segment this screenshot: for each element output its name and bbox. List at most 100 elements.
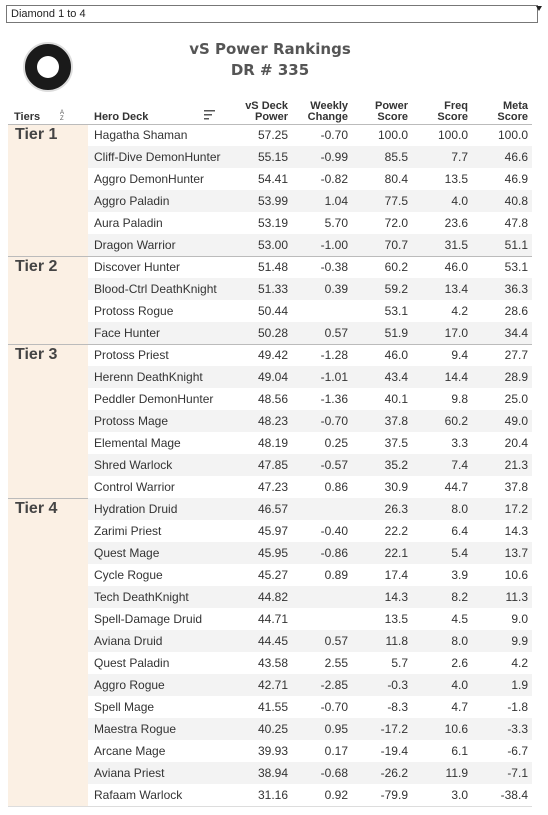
score-cell: -0.70 (320, 128, 348, 142)
score-cell: 37.8 (384, 414, 408, 428)
score-cell: -1.36 (320, 392, 348, 406)
score-cell: 100.0 (497, 128, 528, 142)
column-header[interactable]: vS Deck (245, 100, 288, 112)
hero-deck: Maestra Rogue (94, 722, 177, 736)
score-cell: 44.82 (257, 590, 288, 604)
row-stripe (88, 146, 532, 168)
score-cell: 51.48 (257, 260, 288, 274)
column-header[interactable]: Power (374, 100, 408, 112)
score-cell: 0.57 (324, 634, 348, 648)
dropdown-caret[interactable] (536, 6, 542, 11)
dropdown[interactable]: Diamond 1 to 4 (6, 5, 538, 23)
table-bottom (8, 806, 532, 807)
score-cell: -0.40 (320, 524, 348, 538)
score-cell: 44.71 (257, 612, 288, 626)
score-cell: 31.5 (444, 238, 468, 252)
sort-icon[interactable]: AZ (58, 108, 68, 120)
hero-deck: Dragon Warrior (94, 238, 176, 252)
score-cell: 50.28 (257, 326, 288, 340)
subtitle: DR # 335 (230, 61, 310, 79)
score-cell: 53.19 (257, 216, 288, 230)
score-cell: 8.0 (451, 634, 468, 648)
score-cell: 20.4 (504, 436, 528, 450)
score-cell: 40.25 (257, 722, 288, 736)
column-header[interactable]: Tiers (14, 111, 41, 123)
row-stripe (88, 762, 532, 784)
column-header[interactable]: Weekly (310, 100, 348, 112)
score-cell: 11.8 (385, 634, 408, 648)
column-header[interactable]: Meta (502, 100, 528, 112)
score-cell: 13.5 (384, 612, 408, 626)
sort-icon[interactable] (204, 110, 216, 120)
hero-deck: Elemental Mage (94, 436, 181, 450)
score-cell: 44.7 (444, 480, 468, 494)
score-cell: -0.38 (320, 260, 348, 274)
score-cell: -3.3 (507, 722, 528, 736)
score-cell: 30.9 (384, 480, 408, 494)
score-cell: 7.7 (451, 150, 468, 164)
score-cell: 46.57 (257, 502, 288, 516)
hero-deck: Hydration Druid (94, 502, 178, 516)
score-cell: 45.97 (257, 524, 288, 538)
score-cell: 2.6 (451, 656, 468, 670)
column-header[interactable]: Change (307, 111, 348, 123)
score-cell: 40.1 (384, 392, 408, 406)
tier-band (8, 256, 88, 344)
score-cell: -1.28 (320, 348, 348, 362)
score-cell: 0.39 (324, 282, 348, 296)
column-header[interactable]: Score (377, 111, 408, 123)
score-cell: 53.1 (384, 304, 408, 318)
score-cell: 7.4 (451, 458, 468, 472)
column-header[interactable]: Freq (444, 100, 468, 112)
column-header[interactable]: Score (437, 111, 468, 123)
score-cell: -19.4 (380, 744, 408, 758)
hero-deck: Quest Paladin (94, 656, 170, 670)
score-cell: 23.6 (444, 216, 468, 230)
hero-deck: Spell Mage (94, 700, 155, 714)
hero-deck: Discover Hunter (94, 260, 181, 274)
score-cell: 49.04 (257, 370, 288, 384)
score-cell: -8.3 (387, 700, 408, 714)
score-cell: -79.9 (380, 788, 408, 802)
score-cell: 85.5 (384, 150, 408, 164)
score-cell: 48.23 (257, 414, 288, 428)
score-cell: 47.8 (504, 216, 528, 230)
column-header[interactable]: Score (497, 111, 528, 123)
score-cell: -26.2 (380, 766, 408, 780)
score-cell: 55.15 (257, 150, 288, 164)
score-cell: -0.3 (387, 678, 408, 692)
score-cell: 2.55 (324, 656, 348, 670)
score-cell: 0.89 (324, 568, 348, 582)
tier-label: Tier 2 (15, 258, 58, 275)
score-cell: 43.4 (384, 370, 408, 384)
title: vS Power Rankings (189, 40, 351, 58)
hero-deck: Rafaam Warlock (94, 788, 183, 802)
score-cell: 22.1 (384, 546, 408, 560)
hero-deck: Cycle Rogue (94, 568, 163, 582)
column-header[interactable]: Hero Deck (94, 111, 149, 123)
score-cell: 47.85 (257, 458, 288, 472)
score-cell: 100.0 (437, 128, 468, 142)
hero-deck: Aggro DemonHunter (94, 172, 205, 186)
score-cell: 100.0 (377, 128, 408, 142)
column-header[interactable]: Power (254, 111, 288, 123)
score-cell: 4.5 (451, 612, 468, 626)
score-cell: 0.17 (324, 744, 348, 758)
hero-deck: Spell-Damage Druid (94, 612, 203, 626)
score-cell: 4.2 (511, 656, 528, 670)
score-cell: 13.7 (504, 546, 528, 560)
score-cell: -0.57 (320, 458, 348, 472)
score-cell: 22.2 (384, 524, 408, 538)
score-cell: 53.00 (257, 238, 288, 252)
tier-label: Tier 1 (15, 126, 58, 143)
hero-deck: Quest Mage (94, 546, 160, 560)
score-cell: 80.4 (384, 172, 408, 186)
score-cell: 60.2 (384, 260, 408, 274)
score-cell: -0.82 (320, 172, 348, 186)
score-cell: 77.5 (384, 194, 408, 208)
row-stripe (88, 454, 532, 476)
score-cell: 4.2 (451, 304, 468, 318)
svg-text:Z: Z (60, 116, 64, 120)
score-cell: 14.3 (504, 524, 528, 538)
